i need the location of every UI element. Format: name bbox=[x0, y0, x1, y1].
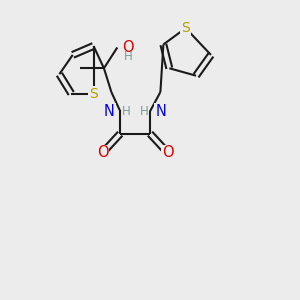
Text: S: S bbox=[181, 21, 190, 35]
Text: O: O bbox=[97, 146, 108, 160]
Text: N: N bbox=[104, 104, 115, 119]
Text: H: H bbox=[124, 50, 133, 63]
Text: O: O bbox=[122, 40, 134, 55]
Text: N: N bbox=[155, 104, 166, 119]
Text: O: O bbox=[162, 146, 174, 160]
Text: S: S bbox=[89, 86, 98, 100]
Text: H: H bbox=[122, 105, 130, 118]
Text: H: H bbox=[140, 105, 148, 118]
